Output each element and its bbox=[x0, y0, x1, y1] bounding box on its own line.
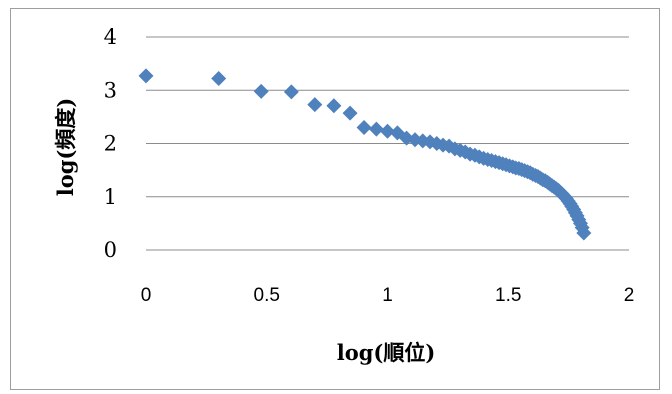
y-tick-label: 2 bbox=[104, 132, 117, 156]
data-point bbox=[576, 225, 592, 241]
tick-labels: 0 1 2 3 4 0 0.5 1 1.5 2 bbox=[104, 25, 635, 306]
scatter-chart: 0 1 2 3 4 0 0.5 1 1.5 2 log(順位) log(頻度) bbox=[53, 25, 635, 365]
data-point bbox=[356, 120, 372, 136]
chart-frame: 0 1 2 3 4 0 0.5 1 1.5 2 log(順位) log(頻度) bbox=[10, 8, 660, 390]
y-tick-label: 3 bbox=[104, 78, 117, 102]
data-point bbox=[307, 97, 323, 113]
x-tick-label: 1.5 bbox=[495, 285, 521, 306]
data-point bbox=[368, 121, 384, 137]
data-point bbox=[138, 68, 154, 84]
x-tick-label: 1 bbox=[382, 285, 393, 306]
data-point bbox=[283, 84, 299, 100]
data-point bbox=[389, 125, 405, 141]
data-point bbox=[326, 98, 342, 114]
y-axis-title: log(頻度) bbox=[53, 98, 78, 197]
y-tick-label: 1 bbox=[104, 185, 117, 209]
y-tick-label: 0 bbox=[104, 238, 117, 262]
y-tick-label: 4 bbox=[104, 25, 117, 49]
x-tick-label: 2 bbox=[624, 285, 635, 306]
data-point bbox=[380, 123, 395, 139]
gridlines bbox=[146, 36, 629, 251]
x-axis-title: log(順位) bbox=[337, 340, 436, 365]
data-point bbox=[342, 105, 358, 121]
data-point bbox=[211, 71, 227, 87]
x-tick-label: 0 bbox=[141, 285, 152, 306]
x-tick-label: 0.5 bbox=[254, 285, 280, 306]
data-points bbox=[138, 68, 592, 241]
data-point bbox=[253, 83, 269, 99]
